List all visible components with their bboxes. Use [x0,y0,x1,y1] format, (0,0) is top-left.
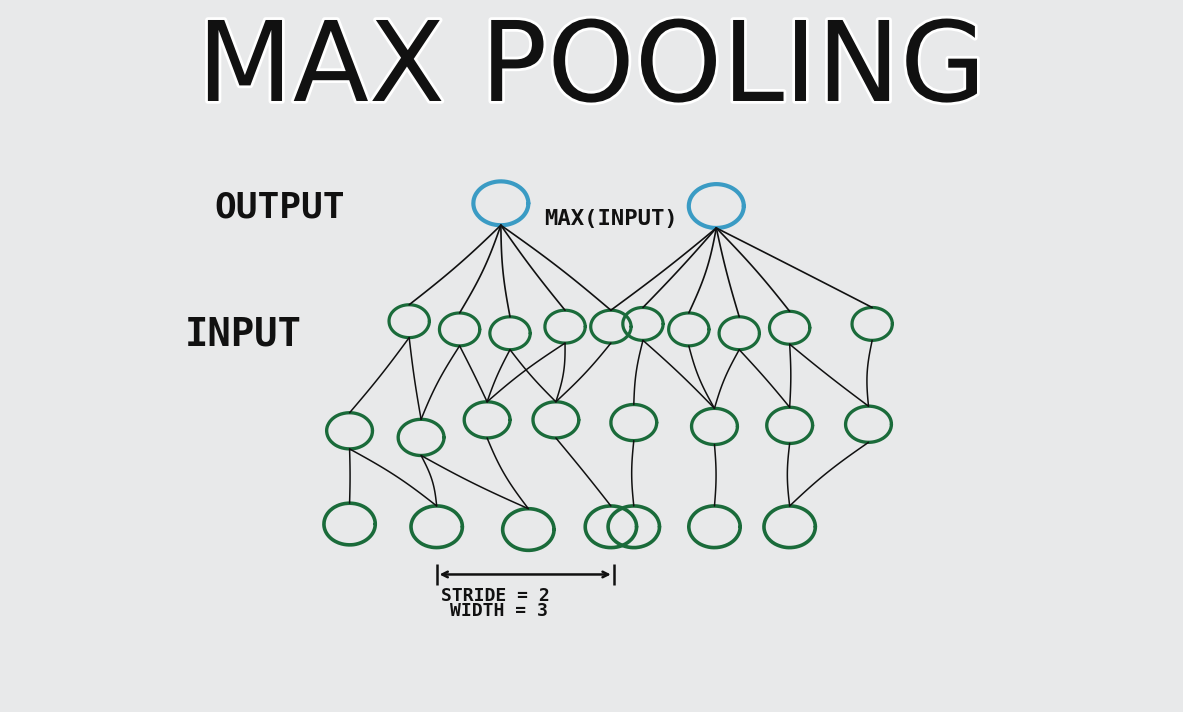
Text: MAX POOLING: MAX POOLING [198,17,985,124]
Text: WIDTH = 3: WIDTH = 3 [450,602,548,620]
Text: OUTPUT: OUTPUT [214,190,344,224]
Text: INPUT: INPUT [185,316,302,354]
Text: MAX(INPUT): MAX(INPUT) [544,209,678,229]
Text: STRIDE = 2: STRIDE = 2 [441,587,550,604]
